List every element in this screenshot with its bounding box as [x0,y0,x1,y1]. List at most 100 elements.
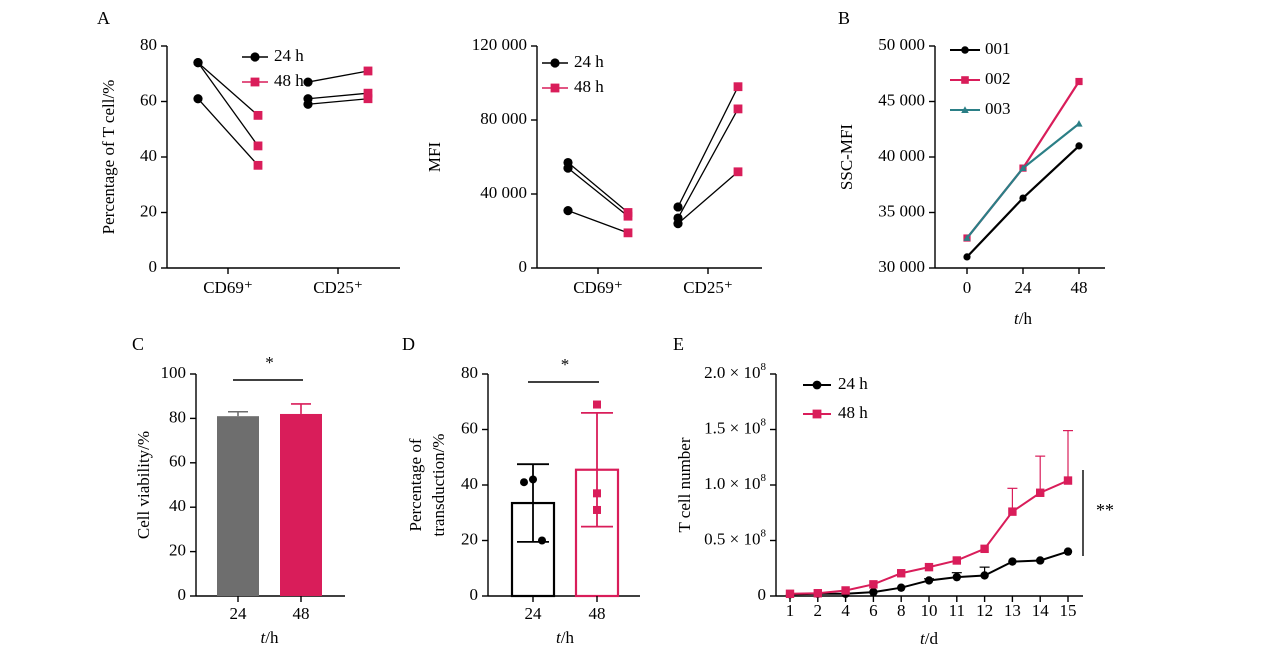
transduction-panel-dot-24 [538,536,546,545]
mfi-panel-point-24h [563,163,573,173]
expansion-panel-point-48 h [980,544,989,554]
mfi-panel-pair-line [567,167,629,217]
transduction-panel-x-axis-label: t/h [556,628,574,647]
expansion-panel-y-axis-label: T cell number [675,437,694,532]
mfi-panel-y-tick-label: 40 000 [480,183,527,202]
pct-panel-point-48h [253,110,263,120]
expansion-panel-point-24 h [924,576,934,585]
pct-panel-point-24h [193,58,203,68]
viability-panel-significance-label: * [265,353,274,372]
expansion-panel-legend-label-24 h: 24 h [838,374,868,393]
transduction-panel-x-tick-label: 48 [589,604,606,623]
expansion-panel-point-24 h [1036,556,1045,565]
expansion-panel-point-48 h [1008,507,1017,516]
mfi-panel-x-tick-label: CD69⁺ [573,278,623,297]
pct-panel-pair-line [307,98,369,105]
viability-panel-y-tick-label: 60 [169,452,186,471]
ssc-panel-x-tick-label: 0 [963,278,972,297]
mfi-panel-pair-line [567,162,629,213]
pct-panel-x-tick-label: CD69⁺ [203,278,253,297]
ssc-panel-y-tick-label: 45 000 [878,90,925,109]
expansion-panel-y-tick-label: 1.0 × 108 [704,472,766,493]
transduction-panel-y-tick-label: 20 [461,529,478,548]
pct-panel-point-48h [363,88,373,98]
pct-panel-y-axis-label: Percentage of T cell/% [99,80,118,235]
transduction-panel-y-tick-label: 80 [461,363,478,382]
ssc-panel-point-001 [1019,194,1027,202]
pct-panel-pair-line [197,98,259,166]
pct-panel-point-48h [253,160,263,170]
expansion-panel-point-24 h [869,587,878,597]
pct-panel-y-tick-label: 40 [140,146,157,165]
viability-panel-bar-24 [217,416,259,596]
panel-letter-c: C [132,334,144,354]
mfi-panel-point-24h [563,206,573,216]
transduction-panel-y-tick-label: 40 [461,474,478,493]
ssc-panel-legend-marker-003 [961,106,969,114]
pct-panel-pair-line [197,62,259,147]
viability-panel-y-tick-label: 20 [169,541,186,560]
pct-panel-pair-line [307,92,369,100]
expansion-panel-x-tick-label: 12 [976,601,993,620]
expansion-panel-point-24 h [897,583,906,592]
ssc-panel-y-tick-label: 40 000 [878,146,925,165]
ssc-panel-series-line-002 [966,80,1080,239]
expansion-panel-series-line-24 h [789,550,1069,596]
ssc-panel-legend-label-003: 003 [985,99,1011,118]
transduction-panel-y-tick-label: 60 [461,418,478,437]
transduction-panel-dot-24 [529,475,537,484]
expansion-panel-y-tick-label: 1.5 × 108 [704,416,766,437]
expansion-panel-x-tick-label: 2 [814,601,823,620]
ssc-panel-point-003 [1019,164,1027,171]
pct-panel-y-tick-label: 80 [140,35,157,54]
pct-panel-pair-line [307,70,369,83]
pct-panel-legend-label-48h: 48 h [274,71,304,90]
ssc-panel-x-axis-label: t/h [1014,309,1032,328]
expansion-panel-significance-label: ** [1096,500,1114,520]
pct-panel-point-24h [193,94,203,104]
mfi-panel-point-48h [733,82,743,92]
viability-panel-y-tick-label: 0 [178,585,187,604]
expansion-panel-point-48 h [813,589,822,598]
viability-panel-y-axis-label: Cell viability/% [134,431,153,539]
panel-letter-b: B [838,8,850,28]
mfi-panel-y-tick-label: 0 [519,257,528,276]
ssc-panel-legend-marker-001 [961,46,969,54]
transduction-panel-dot-24 [520,478,528,487]
ssc-panel-point-001 [1075,142,1083,150]
ssc-panel-legend-label-002: 002 [985,69,1011,88]
pct-panel-point-24h [303,77,313,87]
ssc-panel-legend-label-001: 001 [985,39,1011,58]
ssc-panel-point-001 [963,253,971,261]
viability-panel-x-tick-label: 24 [230,604,248,623]
expansion-panel-x-tick-label: 13 [1004,601,1021,620]
mfi-panel-legend-label-48h: 48 h [574,77,604,96]
mfi-panel-point-48h [733,104,743,114]
mfi-panel-y-tick-label: 80 000 [480,109,527,128]
ssc-panel-y-tick-label: 30 000 [878,257,925,276]
expansion-panel-point-48 h [897,569,906,578]
expansion-panel-x-tick-label: 8 [897,601,906,620]
expansion-panel-x-tick-label: 1 [786,601,795,620]
pct-panel-y-tick-label: 0 [149,257,158,276]
mfi-panel-legend-marker-48h [550,83,560,93]
expansion-panel-x-tick-label: 4 [841,601,850,620]
expansion-panel-point-24 h [952,572,961,582]
mfi-panel-point-24h [673,219,683,229]
mfi-panel-x-tick-label: CD25⁺ [683,278,733,297]
mfi-panel-point-24h [673,202,683,212]
viability-panel-x-tick-label: 48 [293,604,310,623]
viability-panel-y-tick-label: 80 [169,407,186,426]
expansion-panel-legend-marker-48 h [812,409,822,419]
mfi-panel-point-48h [623,228,633,238]
viability-panel-y-tick-label: 100 [161,363,187,382]
expansion-panel-point-48 h [1036,488,1045,497]
viability-panel-bar-48 [280,413,322,596]
panel-letter-e: E [673,334,684,354]
expansion-panel-point-48 h [952,556,961,565]
mfi-panel-pair-line [567,210,629,234]
ssc-panel-point-003 [1075,120,1083,127]
expansion-panel-legend-label-48 h: 48 h [838,403,868,422]
mfi-panel-pair-line [677,108,739,219]
expansion-panel-x-tick-label: 11 [949,601,965,620]
